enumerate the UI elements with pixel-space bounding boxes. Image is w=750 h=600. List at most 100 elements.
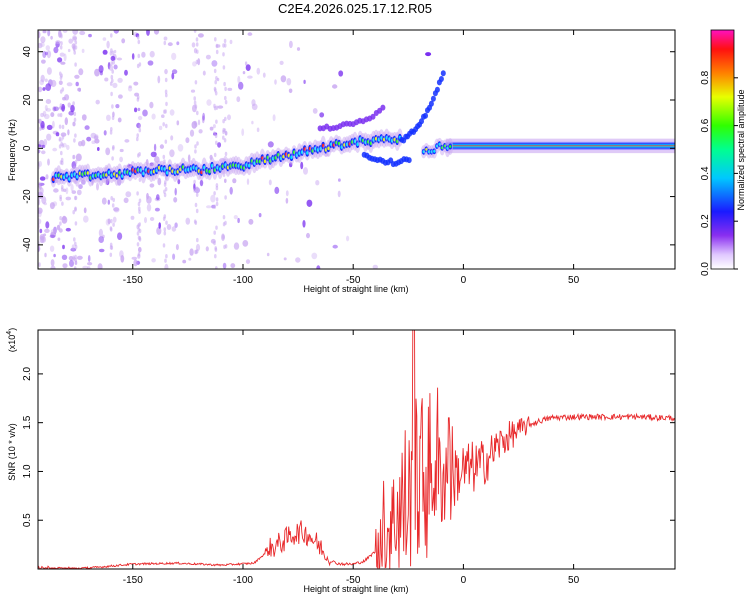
chart-title: C2E4.2026.025.17.12.R05 [278, 1, 432, 16]
spectrogram-noise-blob [174, 187, 177, 196]
spectrogram-noise-blob [119, 148, 124, 153]
x-tick-label: -50 [346, 575, 361, 586]
spectrogram-streak-blob [59, 221, 62, 226]
spectrogram-streak-blob [214, 37, 217, 42]
spectrogram-streak-blob [72, 101, 75, 106]
y-tick-label: 2.0 [22, 367, 33, 381]
spectrogram-noise-blob [64, 94, 70, 101]
spectrogram-noise-blob [256, 127, 260, 133]
spectrogram-streak-blob [59, 216, 62, 221]
spectrogram-noise-blob [102, 234, 105, 239]
spectrogram-panel: -150 -100 -50 0 50 -40 -20 0 20 40 Height of str… [7, 29, 676, 294]
spectrogram-streak-blob [136, 136, 139, 142]
spectrogram-noise-blob [42, 87, 46, 91]
spectrogram-streak-blob [193, 96, 196, 101]
x-tick-label: -150 [123, 275, 143, 286]
spectrogram-noise-blob [267, 141, 274, 148]
spectrogram-noise-blob [248, 218, 254, 225]
spectrogram-noise-blob [78, 68, 84, 76]
spectrogram-noise-blob [274, 79, 277, 85]
spectrogram-streak-blob [112, 197, 115, 203]
spectrogram-noise-blob [61, 254, 68, 260]
snr-scale-factor: (x104) [6, 328, 17, 352]
spectrogram-noise-blob [50, 265, 56, 269]
spectrogram-noise-blob [71, 190, 77, 195]
spectrogram-streak-blob [213, 68, 217, 74]
spectrogram-noise-blob [50, 229, 57, 234]
spectrogram-noise-blob [57, 237, 61, 241]
spectrogram-streak-blob [213, 152, 217, 158]
spectrogram-streak-blob [61, 135, 65, 140]
spectrogram-noise-blob [83, 215, 89, 223]
spectrogram-streak-blob [110, 127, 113, 132]
spectrogram-tail-band [445, 141, 675, 151]
spectrogram-streak-blob [213, 240, 216, 246]
spectrogram-streak-blob [73, 237, 76, 242]
spectrogram-noise-blob [131, 256, 138, 260]
spectrogram-noise-blob [110, 55, 116, 62]
spectrogram-noise-blob [172, 253, 176, 260]
spectrogram-noise-blob [312, 108, 318, 114]
spectrogram-streak-blob [223, 128, 227, 133]
spectrogram-noise-blob [38, 262, 41, 267]
spectrogram-streak-blob [59, 45, 63, 50]
spectrogram-streak-blob [165, 93, 168, 98]
spectrogram-noise-blob [272, 114, 276, 122]
spectrogram-streak-blob [138, 228, 142, 234]
spectrogram-noise-blob [346, 235, 350, 242]
spectrogram-noise-blob [153, 30, 160, 35]
spectrogram-noise-blob [217, 142, 222, 148]
spectrogram-streak-blob [224, 151, 228, 157]
spectrogram-noise-blob [98, 236, 104, 243]
spectrogram-noise-blob [52, 147, 58, 152]
spectrogram-noise-blob [44, 113, 50, 120]
upper-branch-blob [380, 104, 386, 111]
spectrogram-noise-blob [242, 240, 249, 247]
spectrogram-noise-blob [138, 246, 142, 253]
spectrogram-streak-blob [74, 159, 78, 165]
spectrogram-noise-blob [117, 232, 123, 240]
spectrogram-streak-blob [224, 86, 227, 92]
spectrogram-noise-blob [53, 106, 59, 112]
spectrogram-noise-blob [63, 53, 67, 62]
spectrogram-streak-blob [136, 133, 139, 138]
spectrogram-noise-blob [198, 129, 203, 134]
spectrogram-noise-blob [46, 50, 52, 59]
spectrogram-noise-blob [372, 264, 378, 269]
spectrogram-noise-blob [40, 112, 44, 118]
spectrogram-noise-blob [206, 205, 212, 209]
spectrogram-noise-blob [38, 30, 41, 39]
spectrogram-streak-blob [163, 189, 166, 194]
spectrogram-noise-blob [40, 120, 45, 129]
spectrogram-streak-blob [138, 152, 141, 157]
spectrogram-noise-blob [142, 109, 148, 117]
spectrogram-streak-blob [61, 124, 65, 130]
x-tick-label: 50 [568, 275, 580, 286]
spectrogram-noise-blob [256, 67, 261, 75]
spectrogram-noise-blob [58, 80, 63, 85]
snr-x-label: Height of straight line (km) [303, 584, 408, 594]
spectrogram-image [38, 30, 675, 269]
spectrogram-noise-blob [147, 60, 154, 66]
spectrogram-streak-blob [196, 110, 199, 116]
colorbar-ticks: 0.0 0.2 0.4 0.6 0.8 [700, 70, 738, 276]
spectrogram-noise-blob [107, 218, 111, 225]
spectrogram-streak-blob [59, 197, 62, 202]
snr-panel: -150 -100 -50 0 50 0.5 1.0 1.5 2.0 Height of st… [6, 328, 676, 594]
spectrogram-noise-blob [72, 30, 79, 35]
spectrogram-noise-blob [38, 218, 42, 225]
spectrogram-noise-blob [242, 71, 246, 75]
x-tick-label: -100 [233, 575, 253, 586]
spectrogram-noise-blob [52, 106, 57, 112]
spectrogram-noise-blob [158, 222, 161, 229]
spectrogram-streak-blob [213, 191, 216, 196]
spectrogram-noise-blob [53, 253, 56, 258]
spectrogram-noise-blob [50, 259, 55, 267]
spectrogram-noise-blob [245, 259, 251, 264]
spectrogram-noise-blob [50, 112, 55, 118]
colorbar-tick-label: 0.6 [700, 118, 711, 132]
spectrogram-streak-blob [224, 95, 227, 101]
spectrogram-streak-blob [61, 187, 64, 192]
spectrogram-streak-blob [112, 222, 115, 227]
spectrogram-streak-blob [162, 154, 166, 160]
